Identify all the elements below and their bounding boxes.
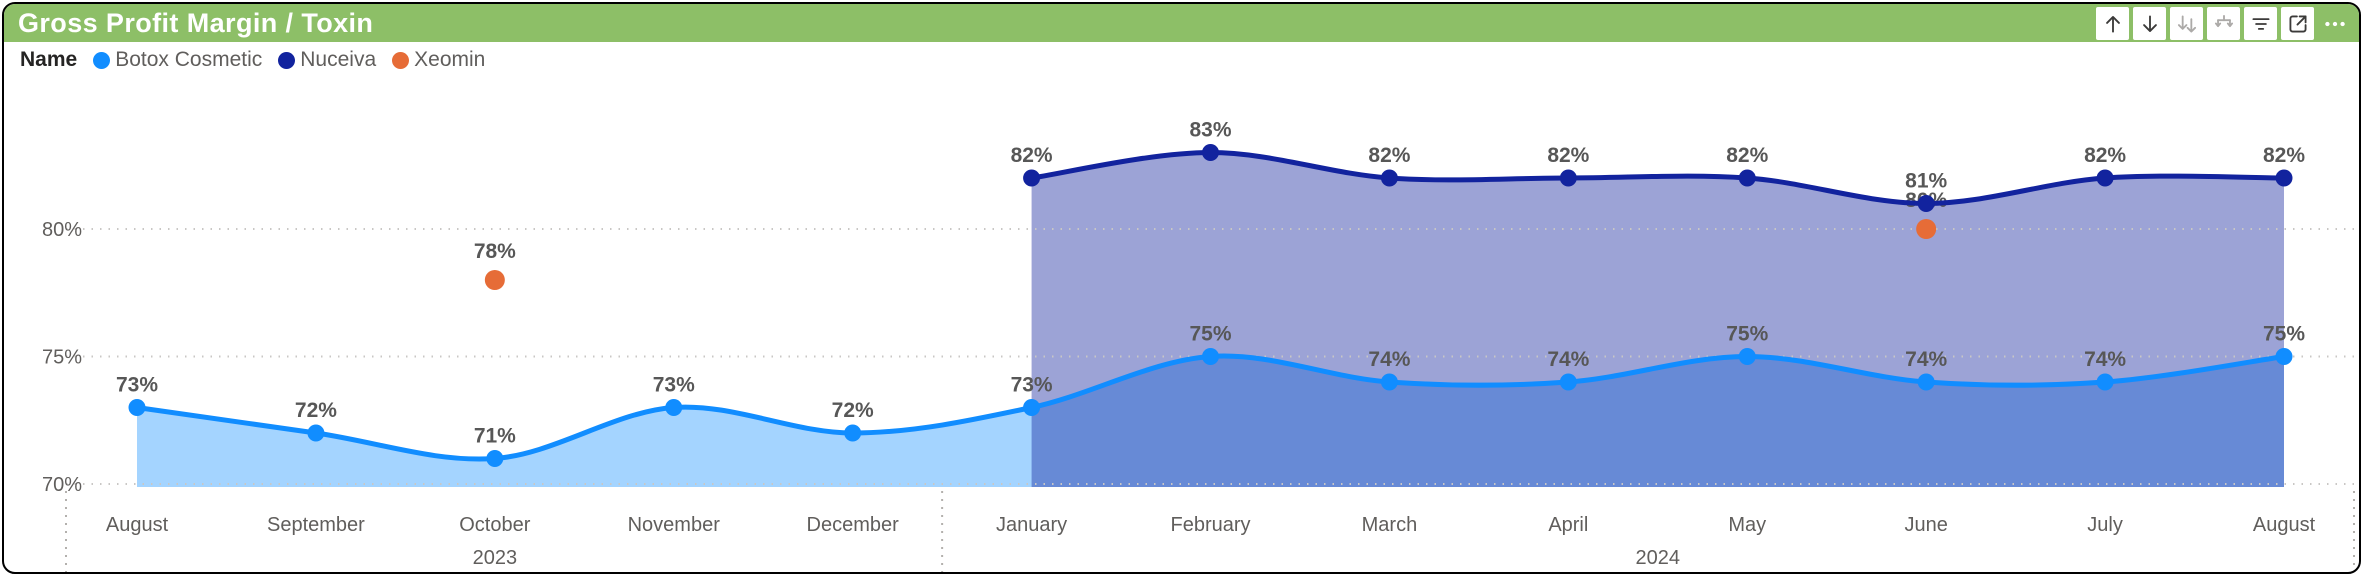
data-label-nuceiva: 83% (1189, 119, 1231, 142)
x-axis-month-label: August (2253, 514, 2316, 536)
x-axis-month-label: March (1362, 514, 1418, 536)
drill-up-icon (2105, 15, 2120, 33)
data-label-botox-cosmetic: 73% (1011, 374, 1053, 397)
legend-item-nuceiva[interactable]: Nuceiva (278, 48, 376, 72)
x-axis-month-label: August (106, 514, 169, 536)
x-axis-month-label: June (1904, 514, 1947, 536)
y-axis-label: 75% (42, 347, 82, 369)
drill-down-icon (2142, 14, 2157, 32)
data-label-botox-cosmetic: 74% (1547, 348, 1589, 371)
legend-label: Nuceiva (300, 48, 377, 71)
botox-cosmetic-point[interactable] (1023, 399, 1041, 416)
toolbar-filter-button[interactable] (2244, 7, 2277, 40)
data-label-xeomin: 78% (474, 240, 516, 263)
botox-cosmetic-point[interactable] (1917, 373, 1935, 391)
more-options-icon (2324, 21, 2345, 26)
data-label-nuceiva: 82% (1726, 144, 1768, 167)
x-axis-month-label: January (996, 514, 1067, 536)
x-axis-month-label: February (1170, 514, 1250, 536)
toolbar-focus-mode-button[interactable] (2281, 7, 2314, 40)
nuceiva-point[interactable] (1023, 169, 1041, 187)
botox-cosmetic-area (137, 356, 2284, 487)
botox-cosmetic-point[interactable] (1738, 348, 1756, 365)
x-axis-month-label: July (2087, 514, 2123, 536)
data-label-nuceiva: 82% (2263, 144, 2305, 167)
y-axis-label: 70% (42, 474, 82, 496)
data-label-botox-cosmetic: 71% (474, 425, 516, 448)
legend-title: Name (20, 48, 78, 71)
visual-toolbar (2096, 7, 2351, 40)
legend-item-botox-cosmetic[interactable]: Botox Cosmetic (93, 48, 262, 72)
data-label-botox-cosmetic: 74% (1905, 348, 1947, 371)
nuceiva-point[interactable] (1202, 144, 1219, 161)
data-label-botox-cosmetic: 74% (2084, 348, 2126, 371)
legend-swatch-xeomin (392, 51, 410, 69)
botox-cosmetic-point[interactable] (1559, 373, 1577, 391)
data-label-botox-cosmetic: 75% (1726, 323, 1768, 346)
legend-swatch-nuceiva (278, 51, 296, 69)
data-label-botox-cosmetic: 75% (1189, 323, 1231, 346)
data-label-botox-cosmetic: 72% (295, 399, 337, 422)
x-axis-month-label: May (1728, 514, 1766, 536)
botox-cosmetic-point[interactable] (2096, 373, 2114, 391)
toolbar-expand-hierarchy-button[interactable] (2207, 7, 2240, 40)
drill-down-level-icon (2177, 14, 2196, 33)
botox-cosmetic-point[interactable] (1380, 373, 1398, 391)
x-axis-month-label: November (628, 514, 721, 536)
filter-icon (2251, 17, 2270, 30)
xeomin-point[interactable] (484, 270, 505, 290)
expand-hierarchy-icon (2214, 14, 2233, 27)
toolbar-drill-down-level-button[interactable] (2170, 7, 2203, 40)
data-label-nuceiva: 82% (1011, 144, 1053, 167)
x-axis-year-label: 2024 (1636, 547, 1681, 569)
x-axis-month-label: December (807, 514, 900, 536)
x-axis-year-label: 2023 (473, 547, 518, 569)
data-label-nuceiva: 82% (1368, 144, 1410, 167)
x-axis-month-label: October (459, 514, 530, 536)
legend-item-xeomin[interactable]: Xeomin (392, 48, 485, 72)
legend: Name Botox Cosmetic Nuceiva Xeomin (20, 48, 501, 72)
botox-cosmetic-point[interactable] (307, 424, 325, 442)
nuceiva-point[interactable] (1559, 169, 1577, 187)
data-label-botox-cosmetic: 73% (116, 374, 158, 397)
legend-label: Xeomin (414, 48, 486, 71)
data-label-botox-cosmetic: 74% (1368, 348, 1410, 371)
legend-swatch-botox-cosmetic (93, 51, 111, 69)
nuceiva-point[interactable] (1738, 169, 1756, 187)
nuceiva-point[interactable] (1380, 169, 1398, 187)
botox-cosmetic-point[interactable] (2275, 348, 2293, 365)
data-label-botox-cosmetic: 75% (2263, 323, 2305, 346)
x-axis-month-label: April (1548, 514, 1588, 536)
toolbar-drill-down-button[interactable] (2133, 7, 2166, 40)
data-label-botox-cosmetic: 72% (832, 399, 874, 422)
botox-cosmetic-point[interactable] (844, 424, 862, 442)
botox-cosmetic-point[interactable] (665, 399, 683, 416)
botox-cosmetic-point[interactable] (128, 399, 146, 416)
nuceiva-point[interactable] (2275, 169, 2293, 187)
nuceiva-point[interactable] (2096, 169, 2114, 187)
data-label-nuceiva: 82% (1547, 144, 1589, 167)
focus-mode-icon (2288, 14, 2307, 33)
data-label-nuceiva: 82% (2084, 144, 2126, 167)
botox-cosmetic-point[interactable] (1202, 348, 1219, 365)
nuceiva-area (1031, 152, 2284, 487)
data-label-botox-cosmetic: 73% (653, 374, 695, 397)
xeomin-point[interactable] (1916, 219, 1937, 239)
data-label-nuceiva: 81% (1905, 170, 1947, 193)
toolbar-more-options-button[interactable] (2318, 7, 2351, 40)
y-axis-label: 80% (42, 219, 82, 241)
legend-label: Botox Cosmetic (115, 48, 263, 71)
visual-header: Gross Profit Margin / Toxin (4, 4, 2359, 42)
visual-title: Gross Profit Margin / Toxin (18, 7, 374, 38)
botox-cosmetic-point[interactable] (486, 450, 504, 467)
x-axis-month-label: September (267, 514, 365, 536)
toolbar-drill-up-button[interactable] (2096, 7, 2129, 40)
nuceiva-point[interactable] (1917, 195, 1935, 212)
nuceiva-line (1029, 149, 2287, 207)
chart-plot-area[interactable]: 70%75%80%78%80%73%72%71%73%72%73%75%74%7… (4, 4, 2361, 574)
